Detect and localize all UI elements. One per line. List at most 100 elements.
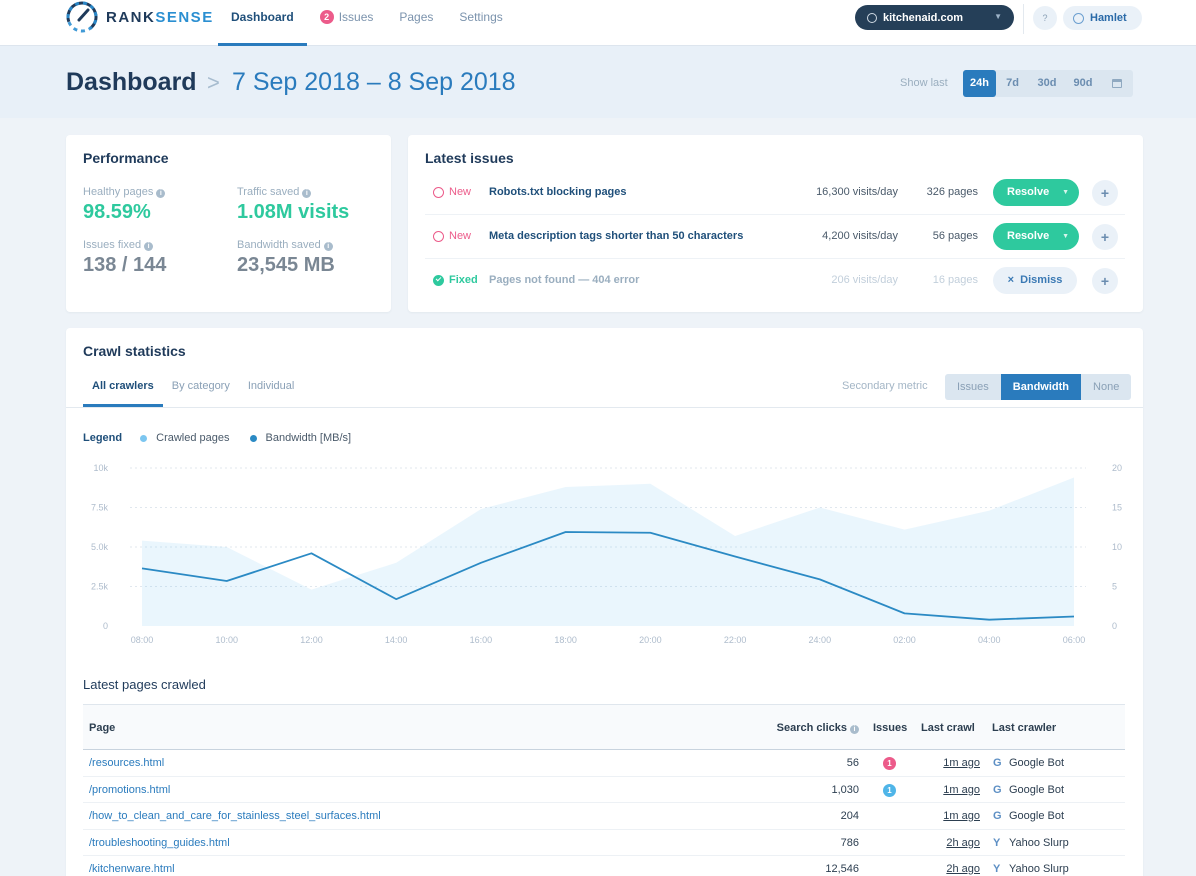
range-30d-button[interactable]: 30d <box>1037 77 1057 89</box>
secondary-bandwidth-button[interactable]: Bandwidth <box>1000 374 1082 400</box>
globe-icon <box>867 12 877 23</box>
legend-dot-icon <box>140 434 148 442</box>
healthy-pages-stat: Healthy pages i 98.59% <box>83 186 166 224</box>
nav-issues[interactable]: 2 Issues <box>307 0 387 46</box>
last-crawl-link[interactable]: 1m ago <box>943 810 980 822</box>
time-range-selector: 24h 7d 30d 90d <box>963 70 1133 97</box>
page-link[interactable]: /resources.html <box>89 757 165 769</box>
latest-pages-table: Page Search clicks i Issues Last crawl La… <box>83 704 1125 876</box>
user-icon <box>1073 12 1084 24</box>
col-last-crawler[interactable]: Last crawler <box>992 722 1057 734</box>
issue-title-link[interactable]: Robots.txt blocking pages <box>489 186 627 198</box>
site-selector-value: kitchenaid.com <box>883 11 964 24</box>
issue-title-link[interactable]: Meta description tags shorter than 50 ch… <box>489 230 744 242</box>
crawl-statistics-title: Crawl statistics <box>83 343 186 359</box>
right-axis-tick-label: 0 <box>1112 621 1117 631</box>
add-button[interactable]: + <box>1092 224 1118 250</box>
crawler-tabs: All crawlers By category Individual <box>83 376 303 407</box>
issue-pages: 16 pages <box>932 274 978 286</box>
last-crawl-link[interactable]: 2h ago <box>946 836 980 849</box>
table-row[interactable]: /promotions.html 1,030 1 1m ago G Google Bot <box>83 777 1125 803</box>
table-row[interactable]: /resources.html 56 1 1m ago G Google Bot <box>83 750 1125 777</box>
user-menu-button[interactable]: Hamlet <box>1063 6 1142 30</box>
page-link[interactable]: /how_to_clean_and_care_for_stainless_ste… <box>89 810 381 822</box>
crawl-chart: 0 0 2.5k 5 5.0k 10 7.5k 15 10k 20 08:00 10:00 12:00 1… <box>91 463 1122 645</box>
chevron-down-icon: ▼ <box>994 12 1002 21</box>
left-axis-tick-label: 0 <box>103 621 108 631</box>
issue-visits: 206 visits/day <box>831 274 898 286</box>
healthy-pages-value: 98.59% <box>83 201 151 223</box>
x-axis-tick-label: 20:00 <box>639 635 662 645</box>
issue-count-badge[interactable]: 1 <box>883 757 896 770</box>
col-search-clicks[interactable]: Search clicks i <box>777 722 859 734</box>
page-link[interactable]: /kitchenware.html <box>89 863 175 875</box>
crawler-logo-icon: G <box>993 810 1002 822</box>
range-7d-button[interactable]: 7d <box>1006 77 1019 89</box>
help-button[interactable]: ? <box>1033 6 1057 30</box>
show-last-label: Show last <box>900 77 948 89</box>
page-link[interactable]: /troubleshooting_guides.html <box>89 836 230 849</box>
legend-item-bandwidth: Bandwidth [MB/s] <box>249 432 351 444</box>
nav-dashboard[interactable]: Dashboard <box>218 0 307 46</box>
last-crawl-link[interactable]: 1m ago <box>943 757 980 769</box>
crawler-logo-icon: Y <box>993 863 1001 875</box>
latest-issues-title: Latest issues <box>425 150 514 166</box>
table-row[interactable]: /how_to_clean_and_care_for_stainless_ste… <box>83 803 1125 830</box>
resolve-button[interactable]: Resolve ▼ <box>993 179 1079 206</box>
issue-pages: 326 pages <box>926 186 978 198</box>
search-clicks-value: 786 <box>840 836 859 849</box>
issue-visits: 4,200 visits/day <box>822 230 898 242</box>
table-row[interactable]: /troubleshooting_guides.html 786 2h ago Y Ya… <box>83 830 1125 856</box>
issue-status: New <box>449 186 472 198</box>
issue-row: Fixed Pages not found — 404 error 206 vi… <box>425 259 1125 303</box>
table-body: /resources.html 56 1 1m ago G Google Bot/prom… <box>83 750 1125 876</box>
last-crawler: G Google Bot <box>993 757 1065 769</box>
new-status-icon <box>433 187 444 198</box>
traffic-saved-value: 1.08M visits <box>237 201 350 223</box>
col-last-crawl[interactable]: Last crawl <box>921 722 975 734</box>
x-axis-tick-label: 14:00 <box>385 635 408 645</box>
col-issues[interactable]: Issues <box>873 722 908 734</box>
secondary-issues-button[interactable]: Issues <box>957 381 989 393</box>
issue-title-link[interactable]: Pages not found — 404 error <box>489 274 640 286</box>
bandwidth-saved-value: 23,545 MB <box>237 254 335 276</box>
range-90d-button[interactable]: 90d <box>1073 77 1093 89</box>
chevron-down-icon: ▼ <box>1062 233 1069 240</box>
site-selector-dropdown[interactable]: kitchenaid.com ▼ <box>855 5 1014 30</box>
table-row[interactable]: /kitchenware.html 12,546 2h ago Y Yahoo Slur… <box>83 856 1125 876</box>
last-crawler: Y Yahoo Slurp <box>993 836 1069 849</box>
secondary-none-button[interactable]: None <box>1093 381 1120 393</box>
add-button[interactable]: + <box>1092 180 1118 206</box>
x-axis-tick-label: 08:00 <box>131 635 154 645</box>
calendar-button[interactable] <box>1101 70 1133 97</box>
col-page[interactable]: Page <box>89 722 116 734</box>
range-24h-button[interactable]: 24h <box>963 70 996 97</box>
last-crawl-link[interactable]: 1m ago <box>943 783 980 796</box>
right-axis-tick-label: 5 <box>1112 582 1117 592</box>
right-axis-tick-label: 10 <box>1112 542 1122 552</box>
issues-fixed-value: 138 / 144 <box>83 254 167 276</box>
page-link[interactable]: /promotions.html <box>89 783 171 796</box>
performance-title: Performance <box>83 150 169 166</box>
dismiss-button[interactable]: × Dismiss <box>993 267 1077 294</box>
nav-settings[interactable]: Settings <box>459 10 503 24</box>
resolve-button[interactable]: Resolve ▼ <box>993 223 1079 250</box>
last-crawl-link[interactable]: 2h ago <box>946 863 980 875</box>
issue-count-badge[interactable]: 1 <box>883 783 896 797</box>
add-button[interactable]: + <box>1092 268 1118 294</box>
last-crawler: G Google Bot <box>993 810 1065 822</box>
tab-all-crawlers[interactable]: All crawlers <box>83 376 163 407</box>
ranksense-logo[interactable]: RANKSENSE <box>66 0 214 34</box>
main-nav: Dashboard 2 Issues Pages Settings <box>218 0 516 46</box>
nav-pages[interactable]: Pages <box>399 10 434 24</box>
bandwidth-saved-label: Bandwidth saved i <box>237 239 335 251</box>
x-axis-tick-label: 12:00 <box>300 635 323 645</box>
calendar-icon <box>1112 79 1122 88</box>
top-navigation-bar: RANKSENSE Dashboard 2 Issues Pages Setti… <box>0 0 1196 46</box>
crawler-logo-icon: G <box>993 783 1002 796</box>
last-crawler: Y Yahoo Slurp <box>993 863 1069 875</box>
issues-count-badge: 2 <box>319 10 334 24</box>
tab-by-category[interactable]: By category <box>171 380 230 392</box>
issues-fixed-stat: Issues fixed i 138 / 144 <box>83 239 166 277</box>
tab-individual[interactable]: Individual <box>247 380 295 392</box>
